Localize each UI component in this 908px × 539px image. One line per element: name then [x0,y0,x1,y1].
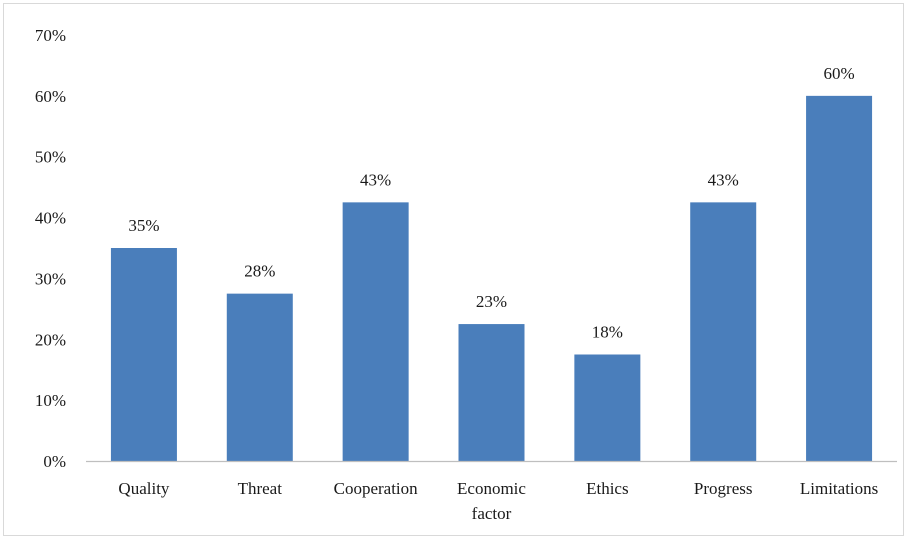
category-label: Threat [238,479,283,498]
data-label: 18% [592,323,623,342]
data-label: 35% [128,216,159,235]
data-label: 23% [476,292,507,311]
y-tick-label: 0% [43,452,66,471]
y-tick-label: 10% [35,391,66,410]
y-tick-label: 50% [35,148,66,167]
bar [110,248,177,461]
bar [226,293,293,461]
y-tick-label: 20% [35,330,66,349]
data-label: 28% [244,262,275,281]
category-label: Economic [457,479,526,498]
bar [806,95,873,461]
y-tick-label: 30% [35,269,66,288]
category-label: factor [472,504,512,523]
y-tick-label: 60% [35,87,66,106]
bar [574,354,641,461]
category-label: Ethics [586,479,629,498]
data-label: 60% [823,64,854,83]
category-label: Cooperation [334,479,419,498]
bar [342,202,409,461]
data-label: 43% [360,170,391,189]
category-label: Quality [118,479,169,498]
y-tick-label: 40% [35,209,66,228]
chart-frame: 0% 10% 20% 30% 40% 50% 60% 70% 35% Quality 28% Thre… [3,3,904,536]
category-label: Limitations [800,479,878,498]
data-label: 43% [708,170,739,189]
y-tick-label: 70% [35,26,66,45]
bar [458,324,525,461]
bar-chart: 0% 10% 20% 30% 40% 50% 60% 70% 35% Quality 28% Thre… [35,26,897,523]
category-label: Progress [694,479,753,498]
bar [690,202,757,461]
